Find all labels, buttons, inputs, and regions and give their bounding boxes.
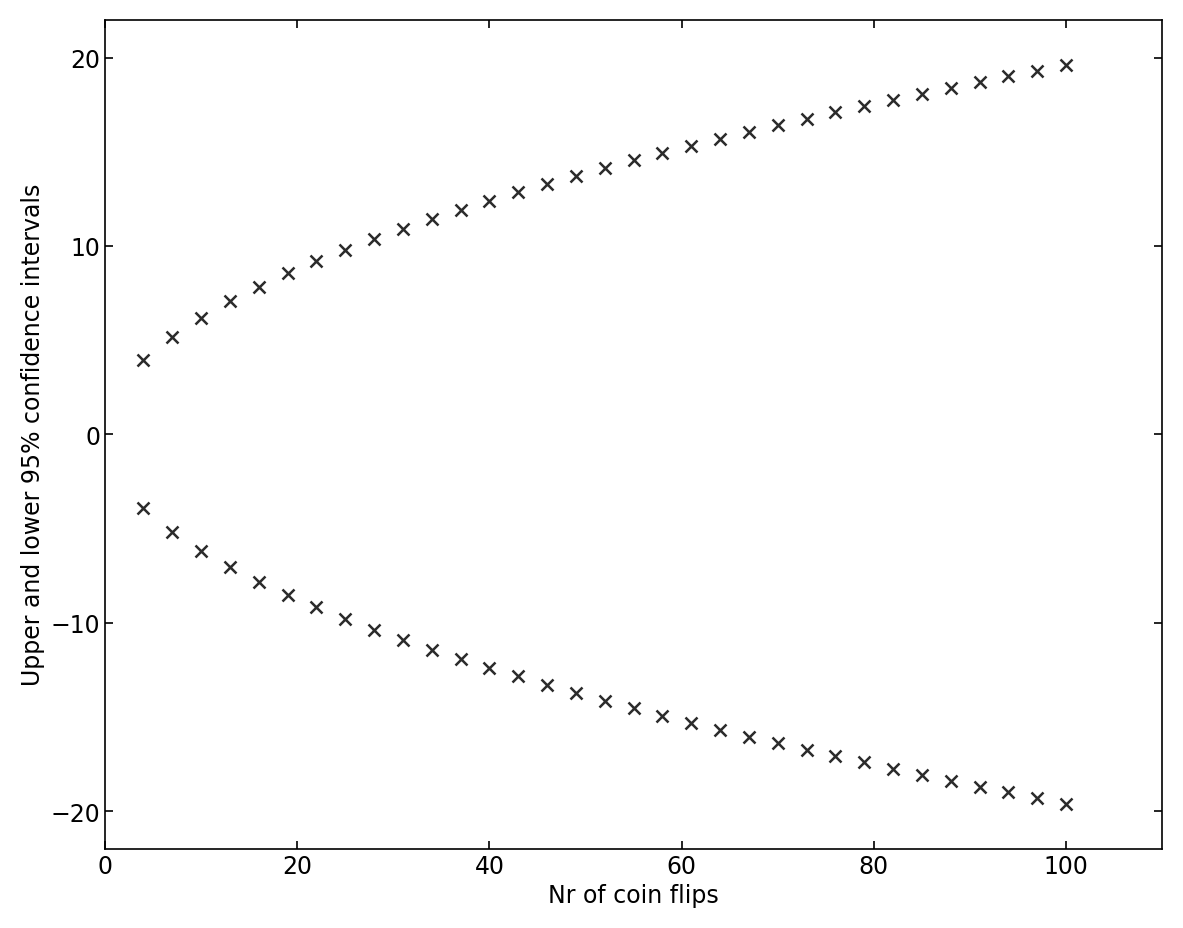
Y-axis label: Upper and lower 95% confidence intervals: Upper and lower 95% confidence intervals <box>21 184 45 686</box>
X-axis label: Nr of coin flips: Nr of coin flips <box>548 883 719 908</box>
